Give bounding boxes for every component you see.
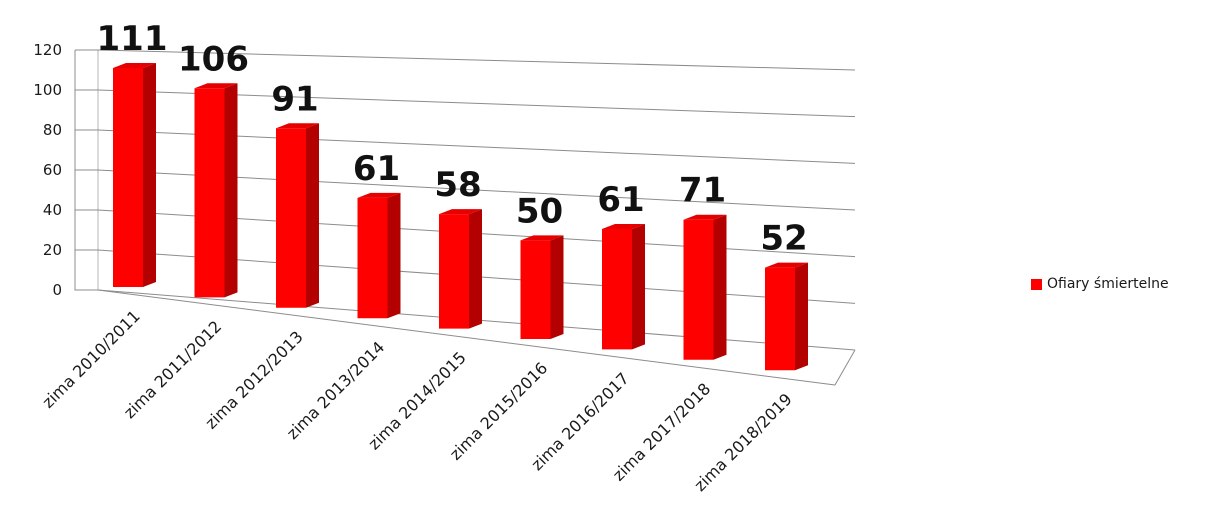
y-tick-label: 60: [43, 161, 62, 179]
bar-top: [765, 262, 808, 268]
bar: [113, 63, 156, 287]
bar-side: [306, 123, 319, 308]
x-tick-label: zima 2012/2013: [201, 327, 306, 432]
bar: [439, 209, 482, 329]
x-tick-label: zima 2017/2018: [609, 379, 714, 484]
data-label: 91: [271, 79, 318, 119]
data-label: 111: [97, 19, 168, 59]
y-tick-label: 80: [43, 121, 62, 139]
x-tick-label: zima 2015/2016: [446, 358, 551, 463]
x-tick-label: zima 2010/2011: [38, 306, 143, 411]
bar-side: [387, 192, 401, 319]
bar: [520, 235, 564, 339]
x-axis-line: [97, 289, 836, 386]
bar-top: [194, 83, 238, 89]
bar-side: [143, 63, 156, 287]
legend-swatch: [1031, 278, 1042, 290]
y-tick-label: 100: [33, 81, 62, 99]
data-label: 71: [679, 171, 726, 211]
bar: [683, 214, 727, 360]
bar-front: [357, 197, 388, 319]
x-tick-label: zima 2011/2012: [120, 317, 225, 422]
data-label: 61: [597, 180, 644, 220]
bar: [765, 262, 808, 371]
bar-front: [602, 229, 632, 350]
bar: [194, 83, 238, 298]
y-tick-label: 20: [43, 241, 62, 259]
bar-side: [224, 83, 238, 298]
bar-front: [765, 267, 795, 371]
bar-side: [632, 224, 645, 350]
bar-top: [113, 63, 156, 68]
bar: [276, 123, 319, 308]
bar-side: [469, 209, 482, 329]
bar-side: [550, 235, 564, 339]
data-label: 52: [760, 219, 807, 259]
bar-side: [713, 214, 727, 360]
bar-side: [795, 262, 808, 371]
data-label: 50: [516, 191, 563, 231]
data-label: 58: [434, 165, 481, 205]
x-tick-label: zima 2018/2019: [690, 390, 795, 495]
bar-front: [194, 88, 225, 298]
y-axis-ticks: 0 20 40 60 80 100 120: [33, 41, 62, 299]
x-tick-label: zima 2013/2014: [283, 338, 388, 443]
bar-top: [683, 214, 727, 220]
y-tick-label: 40: [43, 201, 62, 219]
bar-front: [439, 214, 469, 329]
bar-front: [276, 128, 306, 308]
gridline: [97, 49, 856, 71]
bar-front: [520, 240, 551, 339]
floor-right-edge: [834, 349, 856, 386]
x-tick-label: zima 2014/2015: [364, 348, 469, 453]
data-label: 61: [353, 149, 400, 189]
bars: [113, 63, 808, 371]
bar-front: [113, 68, 143, 287]
bar-top: [276, 123, 319, 129]
bar-top: [520, 235, 564, 241]
legend-label: Ofiary śmiertelne: [1047, 276, 1169, 292]
y-tick-label: 120: [33, 41, 62, 59]
y-tick-label: 0: [52, 281, 62, 299]
x-tick-label: zima 2016/2017: [527, 369, 632, 474]
legend: Ofiary śmiertelne: [1031, 276, 1169, 292]
bar-front: [683, 219, 714, 360]
bar-top: [439, 209, 482, 215]
bar-top: [602, 224, 645, 230]
bar: [602, 224, 645, 350]
bar: [357, 192, 401, 319]
data-label: 106: [178, 39, 249, 79]
bar-top: [357, 192, 401, 198]
